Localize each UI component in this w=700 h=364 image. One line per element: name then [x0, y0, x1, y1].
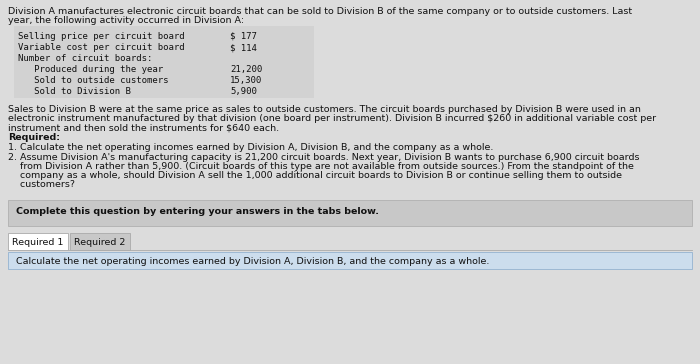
FancyBboxPatch shape: [8, 233, 68, 250]
Text: Sold to Division B: Sold to Division B: [18, 87, 131, 96]
Text: from Division A rather than 5,900. (Circuit boards of this type are not availabl: from Division A rather than 5,900. (Circ…: [8, 162, 634, 171]
Text: $ 177: $ 177: [230, 32, 257, 41]
Text: 2. Assume Division A's manufacturing capacity is 21,200 circuit boards. Next yea: 2. Assume Division A's manufacturing cap…: [8, 153, 640, 162]
FancyBboxPatch shape: [8, 252, 692, 269]
Text: Required 2: Required 2: [74, 238, 126, 247]
Text: 5,900: 5,900: [230, 87, 257, 96]
FancyBboxPatch shape: [70, 233, 130, 250]
Text: Required 1: Required 1: [13, 238, 64, 247]
Text: company as a whole, should Division A sell the 1,000 additional circuit boards t: company as a whole, should Division A se…: [8, 171, 622, 180]
Text: Required:: Required:: [8, 133, 60, 142]
Text: 15,300: 15,300: [230, 76, 262, 85]
FancyBboxPatch shape: [8, 200, 692, 226]
Text: Produced during the year: Produced during the year: [18, 65, 163, 74]
Text: instrument and then sold the instruments for $640 each.: instrument and then sold the instruments…: [8, 123, 279, 132]
Text: 1. Calculate the net operating incomes earned by Division A, Division B, and the: 1. Calculate the net operating incomes e…: [8, 143, 493, 152]
Text: Selling price per circuit board: Selling price per circuit board: [18, 32, 185, 41]
Text: Complete this question by entering your answers in the tabs below.: Complete this question by entering your …: [16, 207, 379, 216]
Text: Sold to outside customers: Sold to outside customers: [18, 76, 169, 85]
Text: Calculate the net operating incomes earned by Division A, Division B, and the co: Calculate the net operating incomes earn…: [16, 257, 489, 266]
Text: Number of circuit boards:: Number of circuit boards:: [18, 54, 153, 63]
Text: customers?: customers?: [8, 180, 75, 189]
Text: $ 114: $ 114: [230, 43, 257, 52]
Text: Division A manufactures electronic circuit boards that can be sold to Division B: Division A manufactures electronic circu…: [8, 7, 632, 16]
Text: 21,200: 21,200: [230, 65, 262, 74]
Text: electronic instrument manufactured by that division (one board per instrument). : electronic instrument manufactured by th…: [8, 114, 656, 123]
Text: Sales to Division B were at the same price as sales to outside customers. The ci: Sales to Division B were at the same pri…: [8, 105, 641, 114]
Text: Variable cost per circuit board: Variable cost per circuit board: [18, 43, 185, 52]
FancyBboxPatch shape: [14, 26, 314, 98]
Text: year, the following activity occurred in Division A:: year, the following activity occurred in…: [8, 16, 244, 25]
